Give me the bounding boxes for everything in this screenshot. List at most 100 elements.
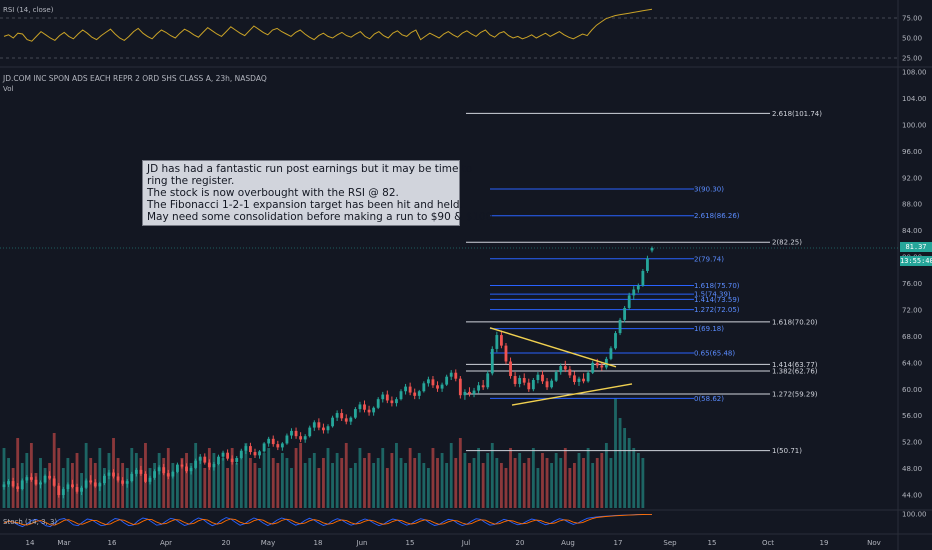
countdown-tag: 13:55:40 — [900, 256, 932, 266]
volume-bar — [632, 448, 636, 508]
volume-bar — [162, 458, 166, 508]
candle-body — [495, 335, 499, 349]
volume-bar — [541, 453, 544, 508]
volume-bar — [463, 453, 467, 508]
volume-bar — [468, 463, 471, 508]
candle-body — [509, 361, 512, 377]
candle-body — [125, 481, 129, 484]
stoch-label[interactable]: Stoch (14, 3, 3) — [3, 518, 58, 526]
volume-bar — [326, 448, 330, 508]
candle-body — [180, 464, 184, 467]
volume-bar — [422, 463, 426, 508]
candle-body — [440, 384, 444, 389]
candle-body — [107, 472, 111, 476]
candle-body — [422, 383, 426, 392]
last-price-tag: 81.37 — [900, 242, 932, 252]
candle-body — [568, 369, 572, 376]
volume-bar — [413, 458, 417, 508]
volume-bar — [276, 463, 280, 508]
candle-body — [582, 378, 585, 382]
volume-bar — [217, 463, 220, 508]
volume-bar — [312, 453, 316, 508]
candle-body — [185, 466, 188, 472]
rsi-tick-label: 50.00 — [902, 35, 922, 43]
volume-bar — [180, 458, 184, 508]
price-tick-label: 76.00 — [902, 280, 922, 288]
volume-bar — [440, 453, 444, 508]
volume-bar — [477, 448, 481, 508]
analysis-note[interactable]: JD has had a fantastic run post earnings… — [142, 160, 492, 226]
candle-body — [545, 381, 549, 388]
price-tick-label: 108.00 — [902, 69, 927, 77]
volume-bar — [536, 468, 540, 508]
time-tick-label: 20 — [222, 539, 231, 547]
volume-bar — [340, 458, 344, 508]
note-line-3: The stock is now overbought with the RSI… — [147, 187, 399, 199]
volume-bar — [481, 463, 485, 508]
volume-bar — [376, 458, 380, 508]
candle-body — [335, 413, 339, 418]
volume-bar — [559, 458, 563, 508]
volume-bar — [116, 458, 120, 508]
vol-label[interactable]: Vol — [3, 85, 14, 93]
volume-bar — [317, 468, 321, 508]
volume-bar — [600, 453, 604, 508]
time-tick-label: Nov — [867, 539, 881, 547]
volume-bar — [545, 458, 549, 508]
rsi-label[interactable]: RSI (14, close) — [3, 6, 54, 14]
volume-bar — [331, 463, 334, 508]
volume-bar — [262, 453, 266, 508]
candle-body — [57, 485, 61, 495]
rsi-tick-label: 25.00 — [902, 55, 922, 63]
fib-level-label: 2(79.74) — [694, 255, 724, 263]
candle-body — [340, 413, 344, 419]
candle-body — [417, 391, 421, 396]
volume-bar — [16, 438, 20, 508]
candle-body — [276, 444, 280, 448]
volume-bar — [563, 448, 567, 508]
volume-bar — [285, 458, 289, 508]
time-tick-label: 18 — [314, 539, 323, 547]
candle-body — [308, 427, 312, 437]
candle-body — [29, 477, 33, 480]
volume-bar — [148, 468, 152, 508]
time-tick-label: 15 — [708, 539, 717, 547]
candle-body — [207, 462, 211, 468]
candle-body — [93, 482, 97, 487]
candle-body — [636, 285, 640, 290]
volume-bar — [322, 458, 325, 508]
volume-bar — [618, 418, 622, 508]
candle-body — [618, 319, 622, 334]
candle-body — [436, 385, 439, 389]
candle-body — [212, 463, 216, 468]
candle-body — [175, 464, 179, 472]
volume-bar — [230, 448, 234, 508]
volume-bar — [102, 468, 106, 508]
volume-bar — [518, 453, 522, 508]
candle-body — [89, 480, 93, 483]
volume-bar — [458, 438, 462, 508]
candle-body — [349, 417, 353, 422]
candle-body — [490, 348, 494, 374]
volume-bar — [203, 468, 207, 508]
candle-body — [353, 409, 357, 418]
candle-body — [189, 467, 193, 472]
volume-bar — [417, 453, 421, 508]
volume-bar — [604, 443, 608, 508]
fib-level-label: 1.618(75.70) — [694, 282, 740, 290]
time-axis[interactable]: 14 Mar 16 Apr 20 May 18 Jun 15 Jul 20 Aug 17 Sep 15 Oct… — [26, 539, 881, 547]
candle-body — [217, 456, 220, 464]
stoch-tick-label: 100.00 — [902, 511, 927, 519]
fib-level-label: 1.382(62.76) — [772, 368, 818, 376]
price-axis[interactable]: 108.00104.00100.0096.0092.0088.0084.0080… — [902, 69, 927, 500]
candle-body — [363, 404, 366, 410]
candle-body — [404, 386, 407, 392]
volume-bar — [308, 458, 312, 508]
trendlines — [489, 327, 633, 406]
volume-bar — [34, 473, 38, 508]
volume-bar — [513, 458, 517, 508]
fib-level-label: 1.5(74.39) — [694, 291, 731, 299]
volume-bar — [582, 458, 585, 508]
candle-body — [290, 430, 293, 436]
